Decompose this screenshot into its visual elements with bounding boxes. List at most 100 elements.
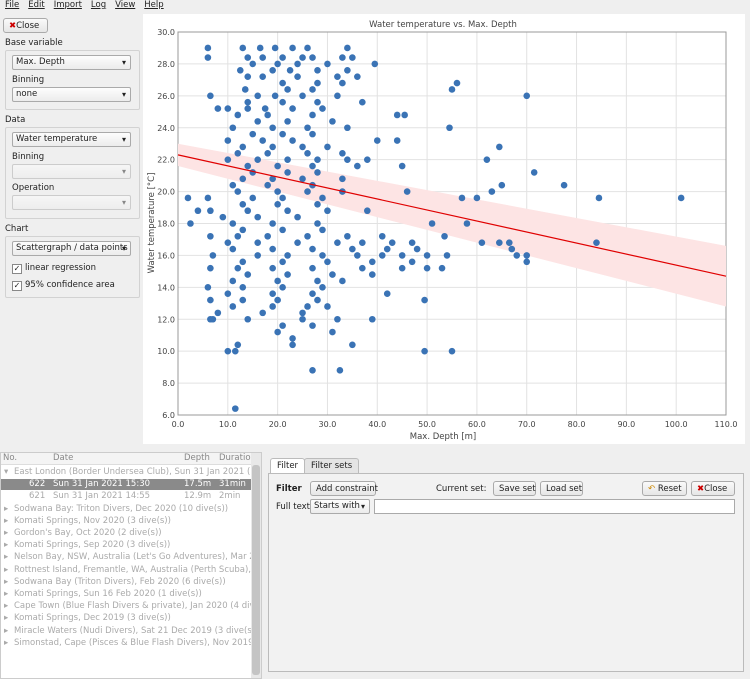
dive-row[interactable]: 621 Sun 31 Jan 2021 14:55 12.9m 2min [1, 491, 251, 502]
column-header[interactable]: Depth [184, 453, 210, 463]
data-point [677, 194, 685, 202]
expander[interactable]: ▸ [4, 515, 9, 526]
data-point [359, 98, 366, 106]
expander[interactable]: ▸ [4, 637, 9, 648]
data-point [359, 239, 366, 246]
dropdown[interactable]: none [12, 87, 131, 102]
button[interactable]: Add constraint [310, 481, 378, 496]
dropdown[interactable]: Starts with [310, 499, 370, 514]
data-point [269, 67, 276, 74]
data-point [244, 98, 252, 106]
trip-label: Komati Springs, Nov 2020 (3 dive(s)) [14, 515, 171, 526]
expander[interactable]: ▸ [4, 613, 9, 624]
expander[interactable]: ▾ [4, 467, 9, 477]
expander[interactable]: ▸ [4, 625, 9, 636]
trip-row[interactable]: ▸ Komati Springs, Sep 2020 (3 dive(s)) [1, 540, 251, 551]
trip-row[interactable]: ▸ Komati Springs, Sun 16 Feb 2020 (1 dive… [1, 589, 251, 600]
label: Binning [12, 152, 45, 162]
data-point [319, 252, 326, 259]
data-point [259, 309, 266, 317]
menu-item[interactable]: Edit [28, 0, 45, 10]
trip-row[interactable]: ▸ Sodwana Bay: Triton Divers, Dec 2020 (1… [1, 504, 251, 515]
data-point [398, 162, 406, 170]
data-point [448, 347, 456, 355]
close-button[interactable]: ✖Close [3, 18, 48, 33]
data-point [378, 252, 386, 259]
data-point [284, 118, 291, 125]
data-point [209, 252, 217, 259]
data-point [496, 239, 503, 246]
x-tick-label: 30.0 [319, 420, 337, 429]
text-input[interactable] [374, 499, 735, 514]
expander[interactable]: ▸ [4, 601, 9, 612]
label: Full text [276, 502, 311, 512]
menu-item[interactable]: File [5, 0, 20, 10]
data-point [483, 156, 491, 163]
button[interactable]: Load set [540, 481, 583, 496]
trip-row[interactable]: ▸ Cape Town (Blue Flash Divers & private)… [1, 601, 251, 612]
expander[interactable]: ▸ [4, 540, 9, 551]
data-point [401, 111, 408, 119]
trip-row[interactable]: ▸ Nelson Bay, NSW, Australia (Let's Go Ad… [1, 552, 251, 563]
expander[interactable]: ▸ [4, 503, 9, 514]
expander[interactable]: ▸ [4, 528, 9, 538]
column-header[interactable]: Duration [219, 453, 256, 463]
trip-label: Sodwana Bay (Triton Divers), Feb 2020 (6… [14, 576, 226, 587]
trip-row[interactable]: ▸ Rottnest Island, Fremantle, WA, Austral… [1, 565, 251, 576]
button[interactable]: Save set [493, 481, 536, 496]
data-point [393, 111, 401, 119]
menu-item[interactable]: Import [53, 0, 82, 10]
trip-row[interactable]: ▸ Miracle Waters (Nudi Divers), Sat 21 De… [1, 626, 251, 637]
trip-row[interactable]: ▸ Gordon's Bay, Oct 2020 (2 dive(s)) [1, 528, 251, 539]
data-point [279, 130, 286, 138]
trip-row[interactable]: ▸ Simonstad, Cape (Pisces & Blue Flash Di… [1, 638, 251, 649]
data-point [448, 86, 456, 93]
data-point [354, 162, 361, 170]
trip-row[interactable]: ▾ East London (Border Undersea Club), Sun… [1, 467, 251, 478]
tab[interactable]: Filter [270, 458, 306, 473]
data-point [274, 277, 281, 285]
trip-row[interactable]: ▸ Komati Springs, Nov 2020 (3 dive(s)) [1, 516, 251, 527]
menu-item[interactable]: View [115, 0, 136, 10]
menu-item[interactable]: Help [144, 0, 164, 10]
dropdown[interactable]: Water temperature [12, 132, 131, 147]
expander[interactable]: ▸ [4, 589, 9, 599]
y-tick-label: 16.0 [157, 251, 175, 260]
dive-row[interactable]: 622 Sun 31 Jan 2021 15:30 17.5m 31min [1, 479, 251, 491]
data-point [254, 92, 262, 100]
data-point [271, 44, 279, 52]
data-point [231, 347, 239, 355]
trip-row[interactable]: ▸ Komati Springs, Dec 2019 (3 dive(s)) [1, 613, 251, 624]
data-point [274, 162, 281, 170]
data-point [279, 54, 286, 61]
expander[interactable]: ▸ [4, 564, 9, 575]
heading: Chart [5, 224, 29, 234]
data-point [284, 252, 291, 259]
tab[interactable]: Filter sets [304, 458, 360, 473]
data-point [304, 232, 311, 240]
data-point [244, 271, 252, 278]
regression-line [177, 154, 727, 277]
expander[interactable]: ▸ [4, 552, 9, 563]
close-button[interactable]: ✖Close [691, 481, 735, 496]
scrollbar[interactable] [251, 453, 261, 678]
expander[interactable]: ▸ [4, 576, 9, 587]
checkbox[interactable]: ✓ linear regression [12, 263, 97, 274]
checkbox[interactable]: ✓ 95% confidence area [12, 280, 115, 291]
data-point [383, 290, 391, 298]
dropdown[interactable]: Max. Depth [12, 55, 131, 70]
column-header[interactable]: No. [3, 453, 18, 463]
reset-button[interactable]: ↶ Reset [642, 481, 687, 496]
data-point [204, 44, 212, 52]
data-point [234, 188, 242, 195]
label: linear regression [25, 263, 97, 273]
label: 95% confidence area [25, 280, 115, 290]
data-point [264, 111, 271, 119]
data-point [274, 328, 281, 336]
dropdown[interactable]: Scattergraph / data points [12, 241, 131, 256]
data-point [398, 252, 406, 259]
data-point [254, 213, 262, 221]
menu-item[interactable]: Log [90, 0, 107, 10]
column-header[interactable]: Date [53, 453, 74, 463]
trip-row[interactable]: ▸ Sodwana Bay (Triton Divers), Feb 2020 (… [1, 577, 251, 588]
